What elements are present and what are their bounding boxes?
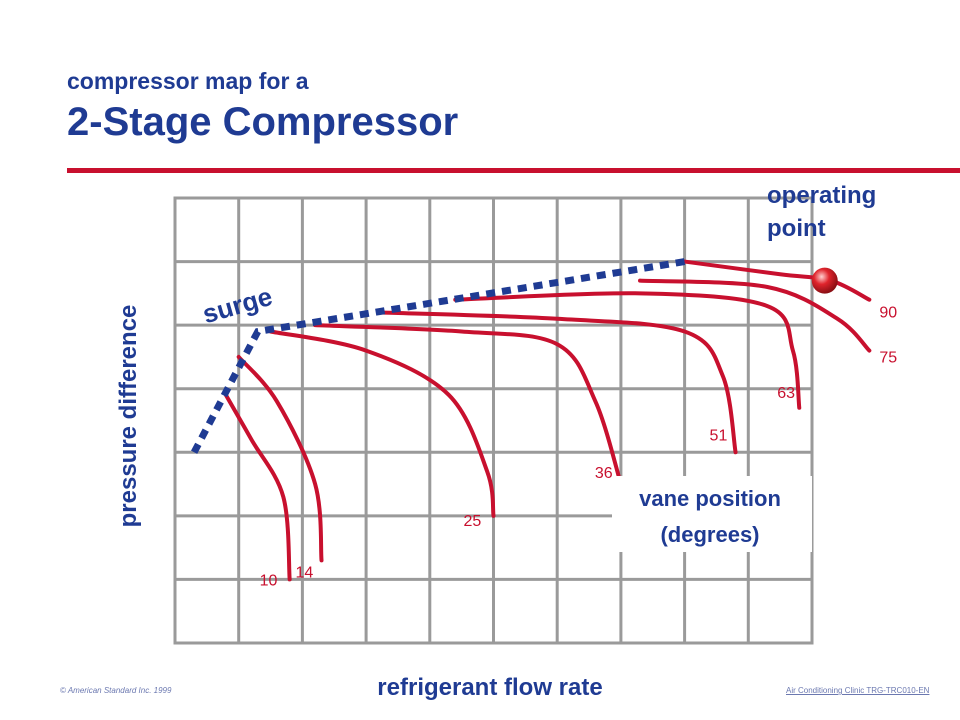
vane-degrees-label: (degrees)	[660, 522, 759, 547]
vane-curve-51	[376, 310, 738, 455]
vane-label-51: 51	[710, 427, 728, 444]
slide-title: 2-Stage Compressor	[67, 100, 459, 144]
vane-position-label: vane position	[639, 486, 781, 511]
vane-label-10: 10	[260, 572, 278, 589]
vane-label-36: 36	[595, 465, 613, 482]
vane-label-14: 14	[296, 564, 314, 581]
vane-label-90: 90	[879, 305, 897, 322]
title-divider	[67, 168, 960, 173]
vane-curves	[223, 259, 872, 582]
vane-curve-75	[638, 278, 872, 353]
clinic-footer-link[interactable]: Air Conditioning Clinic TRG-TRC010-EN	[786, 686, 930, 695]
y-axis-label: pressure difference	[115, 305, 142, 528]
vane-curve-14	[236, 354, 324, 563]
vane-label-75: 75	[879, 350, 897, 367]
legend-backdrop	[612, 476, 812, 552]
x-axis-label: refrigerant flow rate	[377, 674, 602, 701]
operating-point-label-line2: point	[767, 215, 826, 242]
surge-line	[191, 258, 686, 454]
vane-curve-25	[268, 329, 496, 518]
vane-label-63: 63	[777, 385, 795, 402]
operating-point-label-line1: operating	[767, 182, 876, 209]
slide-subtitle: compressor map for a	[67, 68, 309, 94]
vane-curve-10	[223, 393, 292, 582]
vane-curve-63	[453, 291, 802, 410]
copyright-footer: © American Standard Inc. 1999	[60, 686, 172, 695]
operating-point-marker	[811, 267, 838, 294]
curve-labels: 10 14 25 36 51 63 75 90	[260, 305, 898, 590]
vane-curve-90	[682, 259, 872, 302]
vane-curve-36	[313, 323, 623, 487]
vane-label-25: 25	[464, 513, 482, 530]
